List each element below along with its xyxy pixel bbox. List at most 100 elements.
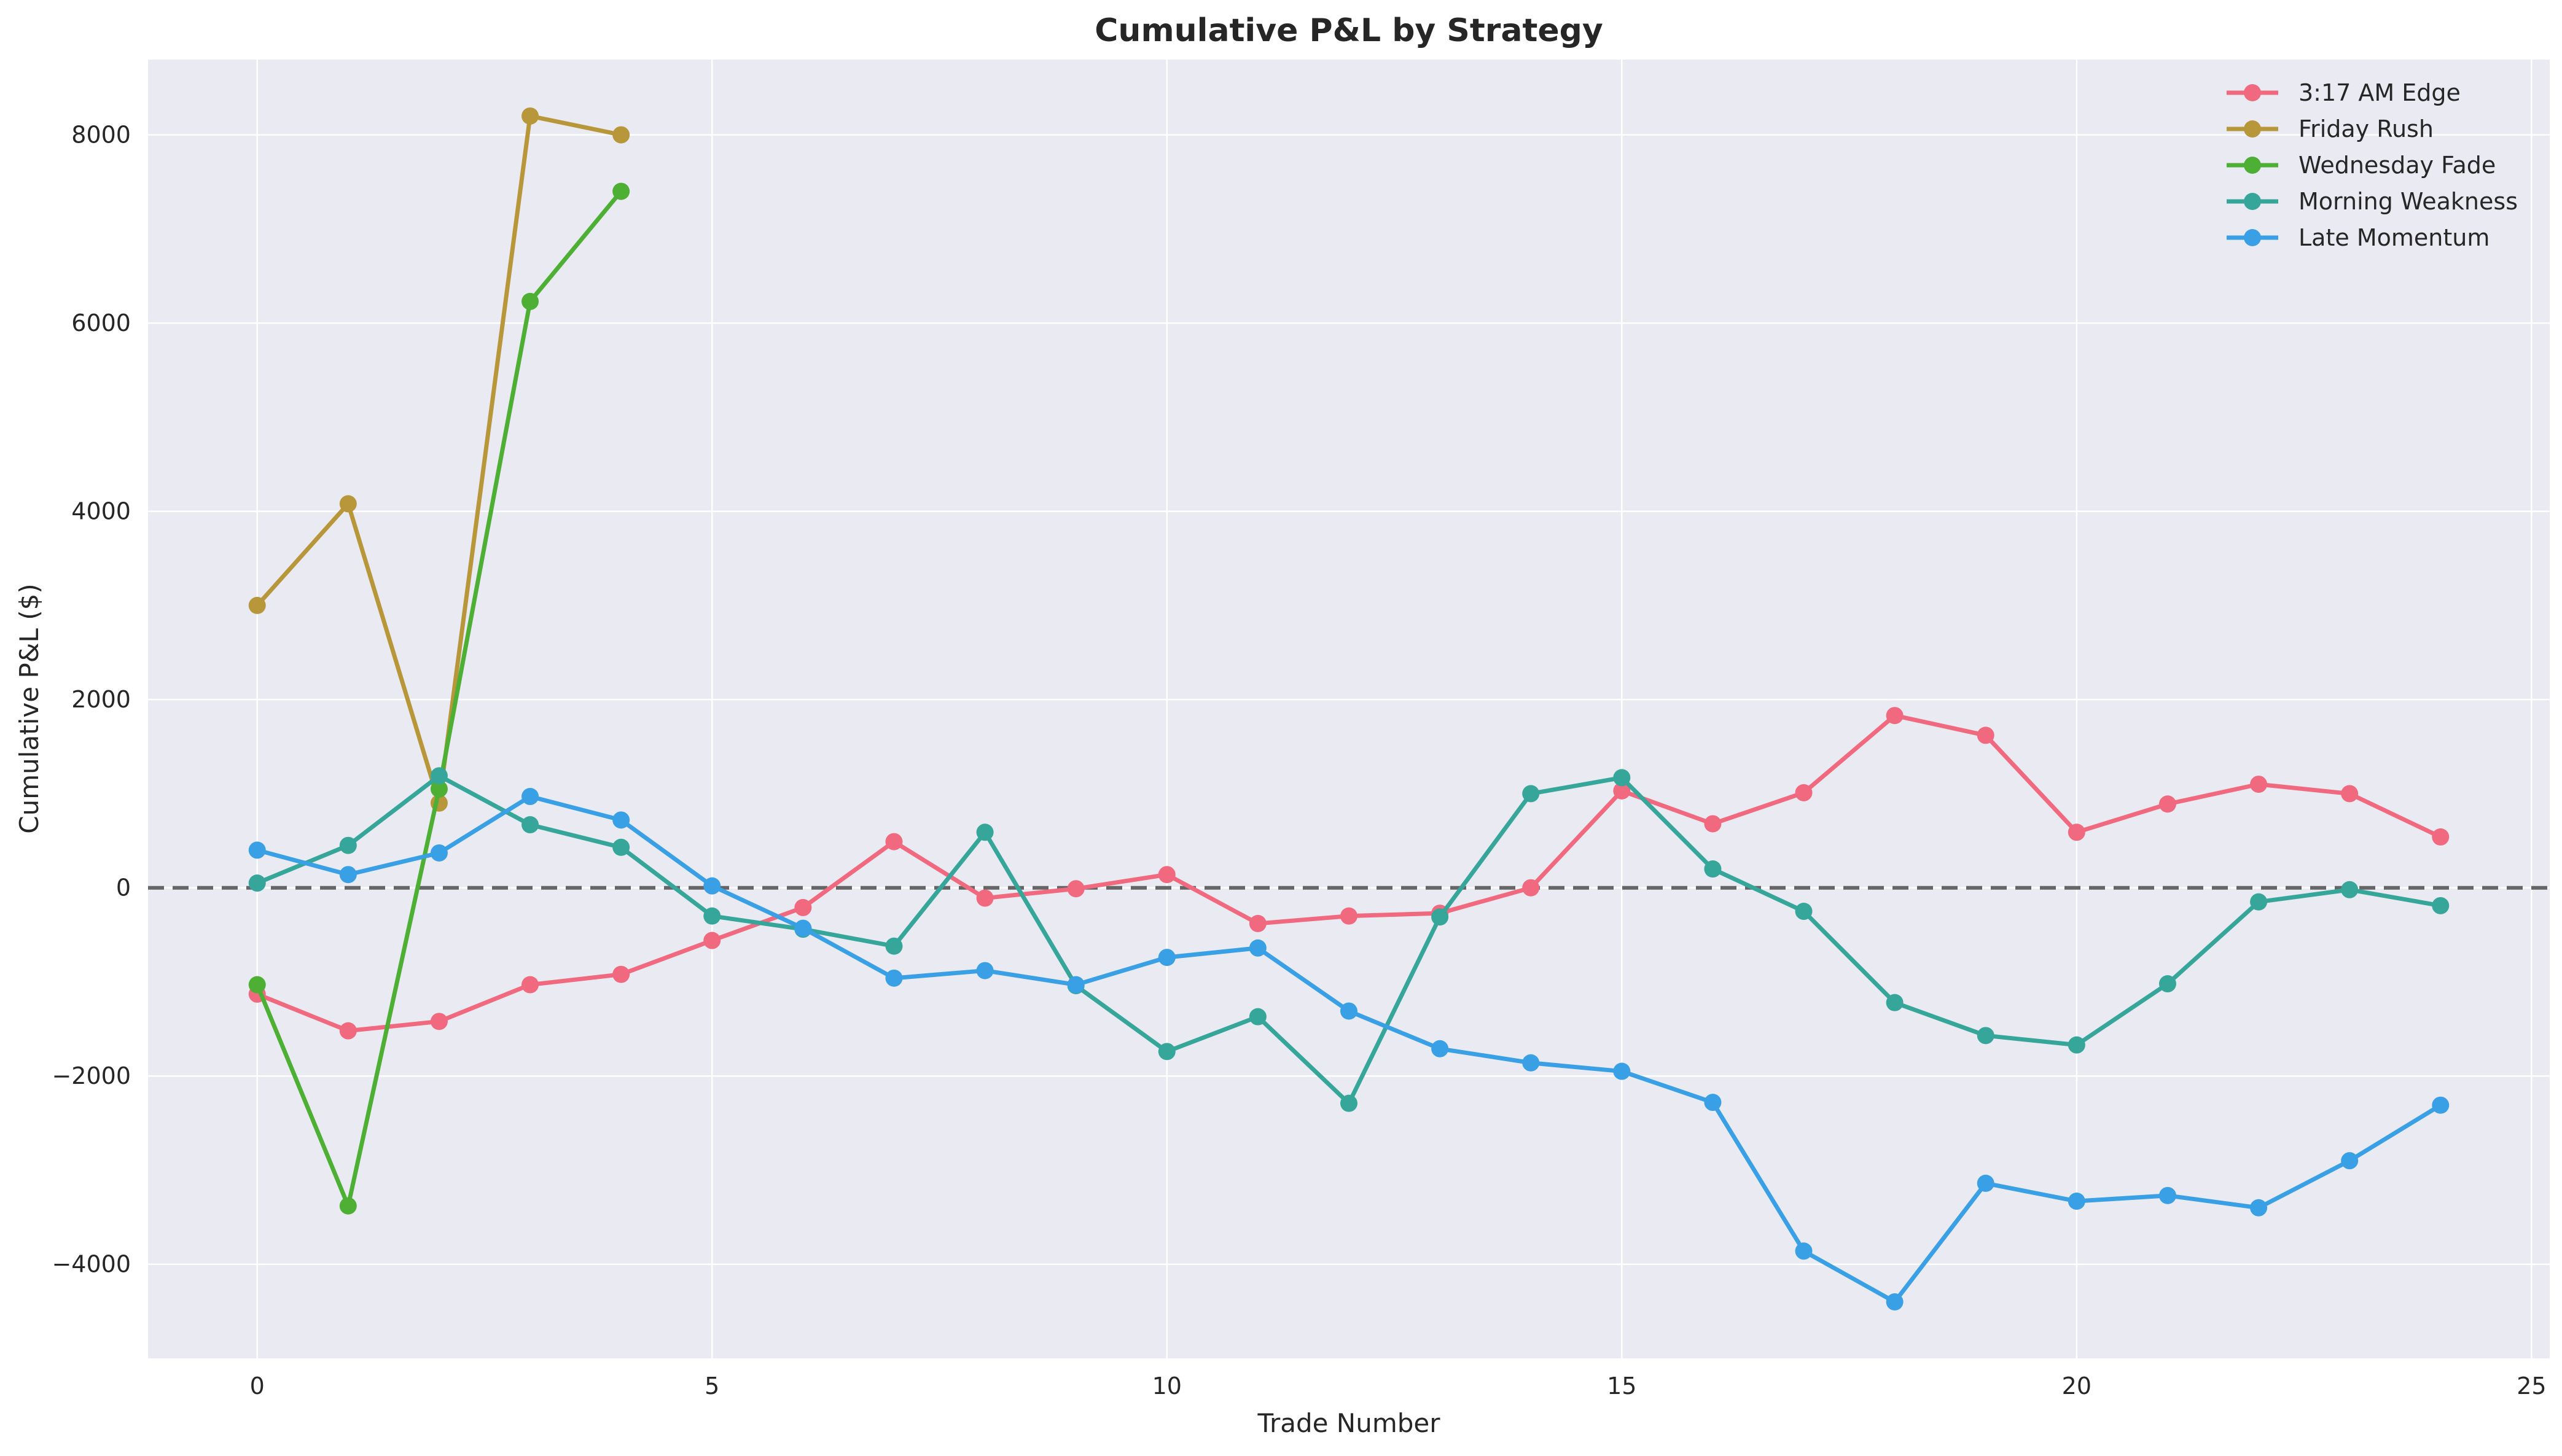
legend-item-wednesday-fade: Wednesday Fade xyxy=(2227,152,2496,179)
data-point-late-momentum xyxy=(1795,1242,1813,1260)
data-point-morning-weakness xyxy=(703,907,721,925)
data-point-3-17-am-edge xyxy=(1522,879,1540,897)
y-tick-label: −2000 xyxy=(52,1062,131,1089)
y-tick-label: 0 xyxy=(116,874,131,901)
data-point-3-17-am-edge xyxy=(1249,914,1267,932)
data-point-late-momentum xyxy=(2158,1186,2176,1204)
data-point-late-momentum xyxy=(2068,1193,2085,1210)
data-point-3-17-am-edge xyxy=(1340,907,1357,925)
data-point-morning-weakness xyxy=(248,874,266,892)
data-point-morning-weakness xyxy=(1158,1043,1176,1061)
legend-item-morning-weakness: Morning Weakness xyxy=(2227,188,2518,215)
legend-item-3-17-am-edge: 3:17 AM Edge xyxy=(2227,79,2461,106)
data-point-morning-weakness xyxy=(339,836,357,854)
data-point-late-momentum xyxy=(1704,1094,1722,1111)
data-point-3-17-am-edge xyxy=(2068,823,2085,841)
data-point-wednesday-fade xyxy=(248,976,266,994)
data-point-friday-rush xyxy=(339,495,357,513)
x-axis-label: Trade Number xyxy=(1257,1408,1440,1438)
data-point-morning-weakness xyxy=(2250,893,2268,911)
legend-label: Friday Rush xyxy=(2298,115,2434,142)
data-point-late-momentum xyxy=(248,841,266,859)
data-point-late-momentum xyxy=(339,866,357,884)
y-tick-label: −4000 xyxy=(52,1251,131,1278)
data-point-morning-weakness xyxy=(2432,897,2450,914)
tick-labels: 0 5 10 15 20 25 −4000 −2000 0 2000 4000 6000 8000 xyxy=(52,122,2546,1400)
data-point-morning-weakness xyxy=(1249,1008,1267,1026)
data-point-late-momentum xyxy=(2432,1096,2450,1114)
data-point-wednesday-fade xyxy=(339,1197,357,1215)
legend-swatch-marker xyxy=(2244,157,2261,174)
data-point-late-momentum xyxy=(2341,1152,2359,1170)
data-point-wednesday-fade xyxy=(612,182,630,200)
data-point-3-17-am-edge xyxy=(2341,785,2359,803)
data-point-friday-rush xyxy=(612,126,630,144)
data-point-3-17-am-edge xyxy=(1886,707,1904,725)
data-point-morning-weakness xyxy=(1977,1027,1994,1045)
data-point-3-17-am-edge xyxy=(703,932,721,949)
legend-swatch-marker xyxy=(2244,229,2261,246)
x-tick-label: 5 xyxy=(705,1372,719,1400)
data-point-morning-weakness xyxy=(521,816,539,834)
x-tick-label: 10 xyxy=(1152,1372,1182,1400)
data-point-3-17-am-edge xyxy=(976,889,994,907)
data-point-late-momentum xyxy=(794,919,812,937)
data-point-3-17-am-edge xyxy=(1158,866,1176,884)
data-point-3-17-am-edge xyxy=(612,965,630,983)
data-point-3-17-am-edge xyxy=(2158,795,2176,813)
legend-swatch-marker xyxy=(2244,120,2261,138)
legend-item-late-momentum: Late Momentum xyxy=(2227,224,2490,251)
data-point-late-momentum xyxy=(521,788,539,806)
plot-area xyxy=(148,60,2550,1358)
data-point-3-17-am-edge xyxy=(2432,828,2450,846)
data-point-3-17-am-edge xyxy=(885,833,903,851)
y-tick-label: 2000 xyxy=(71,686,131,713)
x-tick-label: 15 xyxy=(1607,1372,1636,1400)
legend-label: Wednesday Fade xyxy=(2298,152,2496,179)
data-point-morning-weakness xyxy=(2068,1036,2085,1054)
data-point-late-momentum xyxy=(1067,976,1085,994)
data-point-late-momentum xyxy=(1431,1040,1449,1057)
data-point-late-momentum xyxy=(1886,1293,1904,1311)
data-point-morning-weakness xyxy=(1886,994,1904,1011)
data-point-late-momentum xyxy=(703,877,721,895)
series-late-momentum xyxy=(248,788,2450,1311)
data-point-3-17-am-edge xyxy=(521,976,539,994)
data-point-wednesday-fade xyxy=(521,292,539,310)
data-point-late-momentum xyxy=(976,962,994,979)
x-tick-label: 0 xyxy=(250,1372,265,1400)
data-point-late-momentum xyxy=(1613,1062,1631,1080)
data-point-late-momentum xyxy=(1977,1174,1994,1192)
y-tick-label: 8000 xyxy=(71,122,131,149)
data-point-morning-weakness xyxy=(885,937,903,955)
data-point-late-momentum xyxy=(1158,949,1176,967)
data-point-late-momentum xyxy=(1522,1054,1540,1072)
legend-label: 3:17 AM Edge xyxy=(2298,79,2461,106)
legend-swatch-marker xyxy=(2244,84,2261,101)
data-point-wednesday-fade xyxy=(430,780,448,798)
series-3-17-am-edge xyxy=(248,707,2450,1040)
data-point-friday-rush xyxy=(248,596,266,614)
data-point-morning-weakness xyxy=(1522,785,1540,803)
legend-item-friday-rush: Friday Rush xyxy=(2227,115,2434,142)
x-tick-label: 20 xyxy=(2062,1372,2091,1400)
data-point-late-momentum xyxy=(430,844,448,862)
data-point-morning-weakness xyxy=(612,838,630,856)
legend-swatch-marker xyxy=(2244,193,2261,210)
data-point-3-17-am-edge xyxy=(430,1013,448,1030)
data-point-3-17-am-edge xyxy=(1977,726,1994,744)
series-layer xyxy=(248,107,2450,1311)
data-point-morning-weakness xyxy=(976,823,994,841)
data-point-late-momentum xyxy=(885,969,903,987)
data-point-friday-rush xyxy=(521,107,539,125)
data-point-morning-weakness xyxy=(1613,769,1631,787)
data-point-late-momentum xyxy=(1340,1002,1357,1020)
legend-label: Morning Weakness xyxy=(2298,188,2518,215)
data-point-late-momentum xyxy=(1249,939,1267,957)
data-point-3-17-am-edge xyxy=(1795,784,1813,801)
chart-title: Cumulative P&L by Strategy xyxy=(1095,12,1603,49)
y-tick-label: 6000 xyxy=(71,309,131,337)
data-point-late-momentum xyxy=(612,811,630,829)
